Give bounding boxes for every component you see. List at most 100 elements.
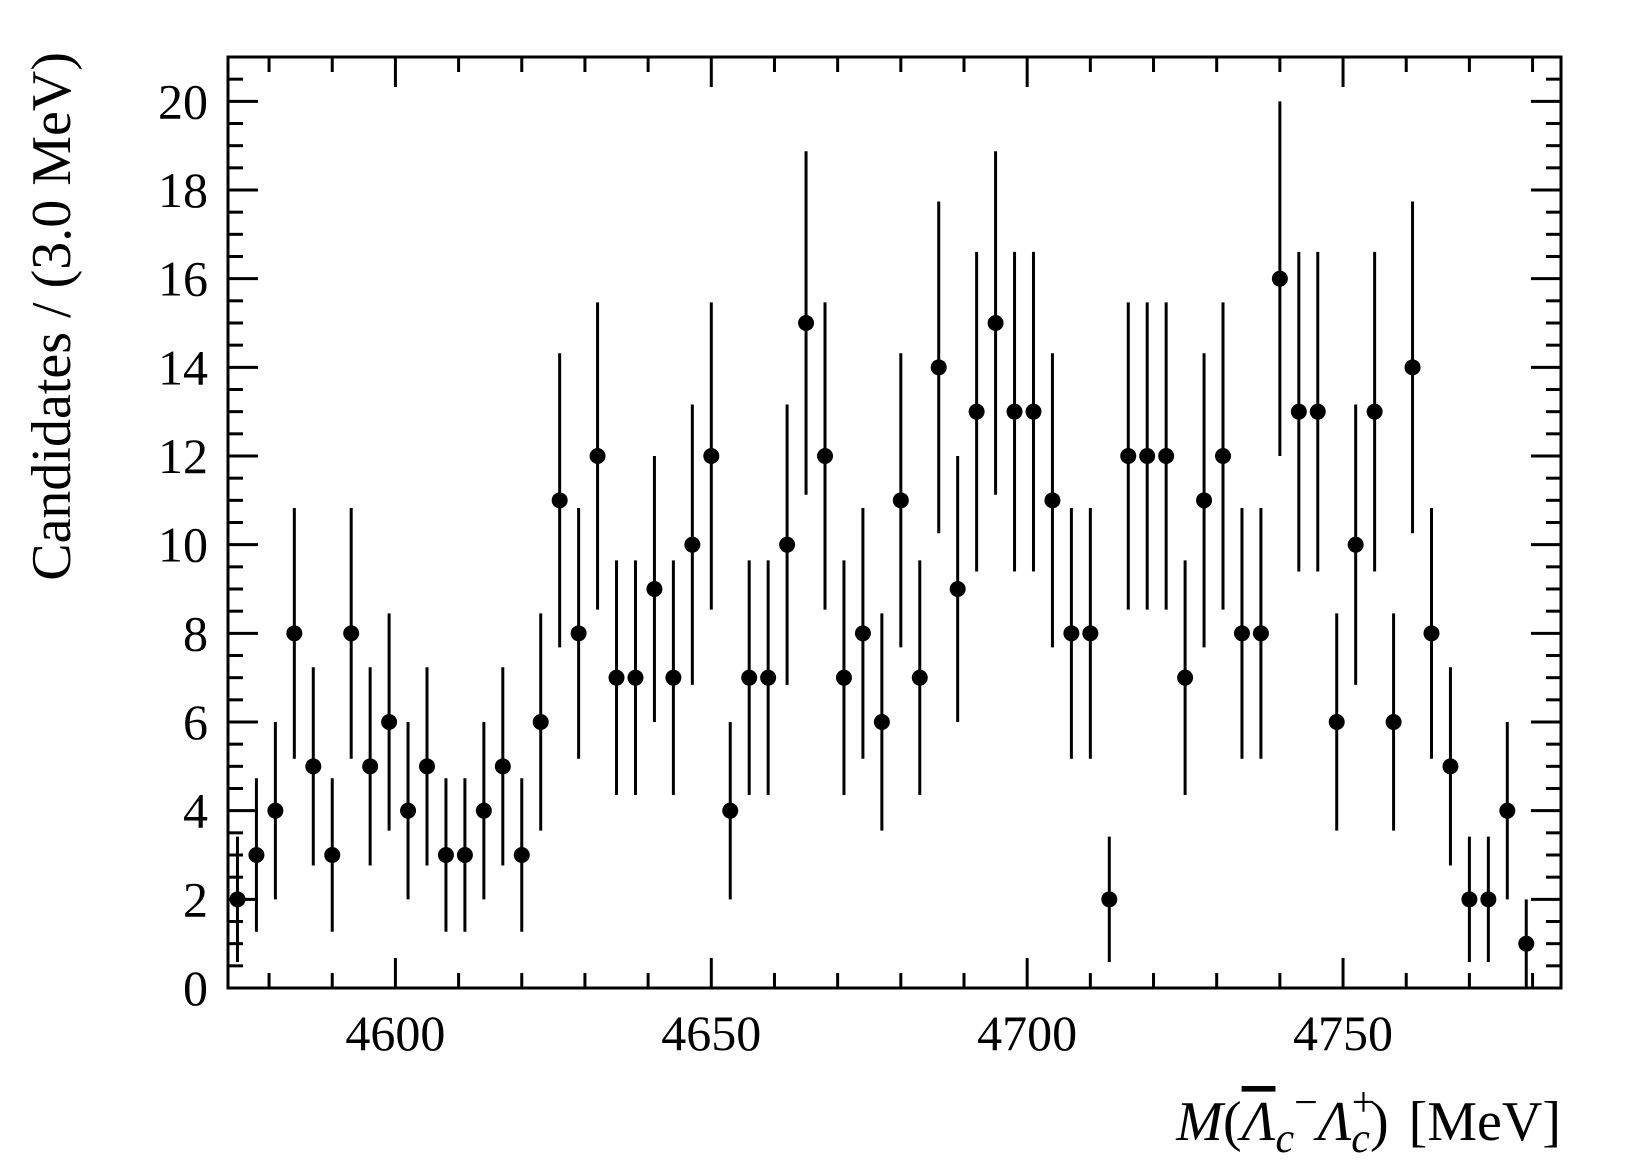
x-tick-labels: 4600 4650 4700 4750 [345, 1005, 1393, 1061]
point-marker [949, 581, 966, 597]
data-point [987, 151, 1004, 495]
point-marker [419, 758, 436, 775]
point-marker [779, 536, 796, 553]
point-marker [532, 714, 549, 730]
y-tick-label: 2 [183, 871, 208, 927]
data-point [665, 560, 682, 795]
data-point [741, 560, 758, 795]
x-label-sup-minus: − [1294, 1080, 1318, 1126]
data-point [551, 353, 568, 648]
y-tick-label: 4 [183, 783, 208, 839]
point-marker [456, 847, 473, 863]
y-tick-label: 6 [183, 694, 208, 750]
point-marker [1139, 448, 1156, 464]
point-marker [1366, 403, 1383, 420]
point-marker [968, 403, 985, 420]
point-marker [1423, 625, 1440, 642]
data-point [1290, 251, 1307, 572]
point-marker [684, 536, 701, 553]
data-point [968, 251, 985, 572]
point-marker [551, 492, 568, 509]
data-point [1366, 251, 1383, 572]
x-tick-label: 4700 [977, 1005, 1077, 1061]
data-point [1461, 836, 1478, 963]
data-point [779, 404, 796, 685]
x-label-sub-c: c [1275, 1116, 1294, 1162]
point-marker [248, 847, 265, 863]
point-marker [1442, 758, 1459, 775]
point-marker [1044, 492, 1061, 509]
point-marker [873, 714, 890, 730]
data-point [1177, 560, 1194, 795]
x-tick-label: 4750 [1293, 1005, 1393, 1061]
point-marker [589, 448, 606, 464]
y-tick-label: 8 [183, 605, 208, 661]
data-point [892, 353, 909, 648]
data-point [1309, 251, 1326, 572]
data-point [1442, 667, 1459, 866]
point-marker [1101, 891, 1118, 908]
data-points [228, 101, 1535, 988]
point-marker [1252, 625, 1269, 642]
data-point [570, 507, 587, 759]
data-point [760, 560, 777, 795]
data-point [1404, 201, 1421, 534]
point-marker [722, 802, 739, 819]
point-marker [1271, 270, 1288, 287]
point-marker [1215, 448, 1232, 464]
data-point [400, 722, 417, 900]
data-point [1252, 507, 1269, 759]
x-tick-label: 4600 [345, 1005, 445, 1061]
point-marker [854, 625, 871, 642]
data-point [1139, 302, 1156, 610]
x-label-close: ) [1370, 1091, 1389, 1153]
data-point [911, 560, 928, 795]
point-marker [324, 847, 341, 863]
point-marker [362, 758, 379, 775]
point-marker [1328, 714, 1345, 730]
data-point [1215, 302, 1232, 610]
y-tick-label: 10 [158, 517, 208, 573]
point-marker [646, 581, 663, 597]
data-point [835, 560, 852, 795]
data-point [684, 404, 701, 685]
point-marker [1309, 403, 1326, 420]
point-marker [494, 758, 511, 775]
data-point [646, 456, 663, 722]
data-point [1499, 722, 1516, 900]
point-marker [1063, 625, 1080, 642]
x-label-unit: [MeV] [1409, 1091, 1561, 1153]
data-point [248, 778, 265, 932]
data-point [1082, 507, 1099, 759]
point-marker [1499, 802, 1516, 819]
data-point [1347, 404, 1364, 685]
y-tick-label: 14 [158, 339, 208, 395]
data-point [1233, 507, 1250, 759]
data-point [1025, 251, 1042, 572]
point-marker [305, 758, 322, 775]
y-tick-label: 0 [183, 960, 208, 1016]
y-tick-label: 18 [158, 162, 208, 218]
point-marker [1290, 403, 1307, 420]
point-marker [381, 714, 398, 730]
data-point [267, 722, 284, 900]
x-label-lambda: Λ [1313, 1091, 1352, 1153]
y-tick-label: 16 [158, 251, 208, 307]
point-marker [1082, 625, 1099, 642]
point-marker [1158, 448, 1175, 464]
x-axis-label: M(Λc−Λ+ c) [MeV] [1175, 1080, 1561, 1162]
data-point [722, 722, 739, 900]
axis-ticks [228, 55, 1561, 990]
y-tick-label: 12 [158, 428, 208, 484]
data-point [343, 507, 360, 759]
data-point [1271, 101, 1288, 456]
data-point [817, 302, 834, 610]
data-point [1480, 836, 1497, 963]
point-marker [892, 492, 909, 509]
data-point [1063, 507, 1080, 759]
data-point [286, 507, 303, 759]
point-marker [665, 669, 682, 686]
data-point [437, 778, 454, 932]
point-marker [703, 448, 720, 464]
point-marker [513, 847, 530, 863]
